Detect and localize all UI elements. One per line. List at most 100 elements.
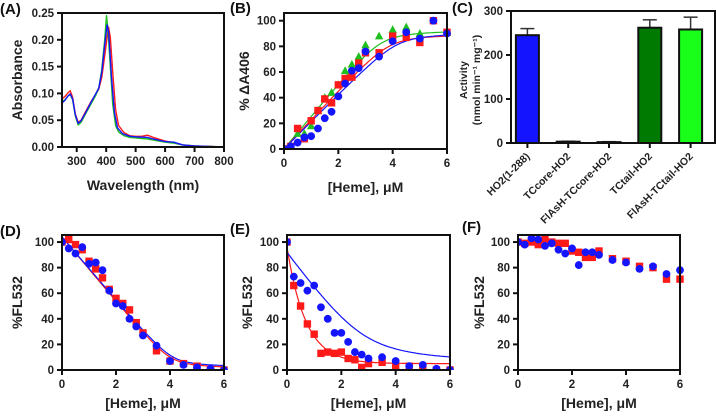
y-tick-label: 60 [266,288,279,300]
x-tick-label: 2 [338,379,344,391]
panel-d: (D) 0 20 40 60 80 100 0 2 4 6 [Heme], μM %FL532 [0,223,228,411]
data-point-red [364,359,373,368]
data-point-blue [317,303,325,312]
axes-frame [517,234,681,371]
y-axis-label: Absorbance [9,39,25,120]
data-point-red [321,95,329,103]
data-point-red [541,235,549,244]
x-tick-label: 2 [113,379,119,391]
x-tick-label: 300 [67,156,86,168]
y-axis-units: (nmol min⁻¹ mg⁻¹) [471,35,483,125]
data-point-blue [112,299,120,308]
data-point-blue [429,16,438,25]
data-point-blue [581,248,590,257]
data-point-green [354,52,363,60]
data-point-red [344,354,352,363]
panel-label: (A) [0,1,21,18]
x-tick-label: 500 [126,156,145,168]
y-tick-label: 60 [263,67,276,79]
data-point-blue [622,258,630,267]
data-point-blue [541,241,549,250]
data-point-blue [105,286,114,295]
data-point-blue [91,258,100,267]
spectrum-line-blue [62,24,225,147]
y-tick-label: 20 [263,118,276,130]
data-point-blue [574,261,583,269]
x-axis-label: [Heme], μM [328,179,403,195]
data-point-blue [432,364,441,370]
data-point-red [330,349,339,358]
x-tick-label: 0 [515,379,521,391]
spectrum-line-red [62,26,225,147]
data-point-red [293,124,302,133]
y-tick-label: 20 [497,339,510,351]
bar [514,34,540,145]
y-tick-label: 0 [497,138,503,150]
y-axis-label: %FL532 [239,276,255,329]
plot-area [287,238,454,370]
y-tick-label: 40 [266,314,279,326]
x-tick-label: 4 [623,379,630,391]
data-point-red [388,32,397,40]
x-tick-label: 600 [155,156,174,168]
y-tick-label: 80 [497,263,510,275]
data-point-green [374,31,384,40]
y-tick-label: 20 [266,339,279,351]
data-point-blue [364,354,373,363]
data-point-red [402,33,410,42]
y-tick-label: 60 [41,288,54,300]
y-tick-label: 0.20 [32,35,54,47]
x-tick-label: 0 [284,379,290,391]
axes-frame [61,12,225,148]
data-point-blue [286,142,295,149]
data-point-blue [303,286,312,295]
y-tick-label: 100 [35,237,54,249]
data-point-red [337,348,346,356]
data-point-red [391,362,400,370]
y-tick-label: 300 [484,6,503,18]
data-point-green [327,88,336,96]
data-point-blue [344,337,353,346]
data-point-blue [166,357,174,365]
data-point-red [327,99,336,107]
data-point-blue [334,92,343,101]
y-tick-label: 40 [263,93,276,105]
data-point-blue [310,281,319,290]
plot-area [518,234,684,283]
data-point-blue [139,331,147,340]
data-point-red [561,239,569,248]
data-point-blue [98,266,107,275]
data-point-blue [71,249,80,258]
bar [637,26,663,144]
y-tick-label: 0 [48,365,54,377]
y-axis-label: %FL532 [471,276,487,329]
y-tick-label: 0.05 [32,115,55,127]
x-tick-label: 6 [221,379,227,391]
data-point-red [303,320,312,328]
data-point-red [310,330,318,338]
data-point-blue [388,37,397,46]
data-point-green [402,22,411,31]
plot-area [62,235,228,370]
y-tick-label: 60 [497,288,510,300]
panel-f: (F) 0 20 40 60 80 100 0 2 4 6 [Heme], μM %FL532 [462,219,684,411]
data-point-blue [357,350,366,359]
data-point-blue [337,328,346,337]
data-point-red [296,302,305,310]
x-tick-label: 400 [97,156,116,168]
data-point-blue [64,244,73,253]
plot-area [284,16,451,149]
x-axis-label: Wavelength (nm) [87,177,199,193]
data-point-blue [568,244,576,253]
data-point-blue [330,328,339,337]
data-point-blue [534,235,543,244]
data-point-blue [152,341,161,350]
y-tick-label: 40 [41,314,54,326]
y-tick-label: 40 [497,314,510,326]
y-axis-label: Activity [458,61,470,99]
data-point-red [358,363,366,370]
bar [678,28,704,144]
data-point-red [355,59,363,67]
data-point-blue [327,107,336,116]
